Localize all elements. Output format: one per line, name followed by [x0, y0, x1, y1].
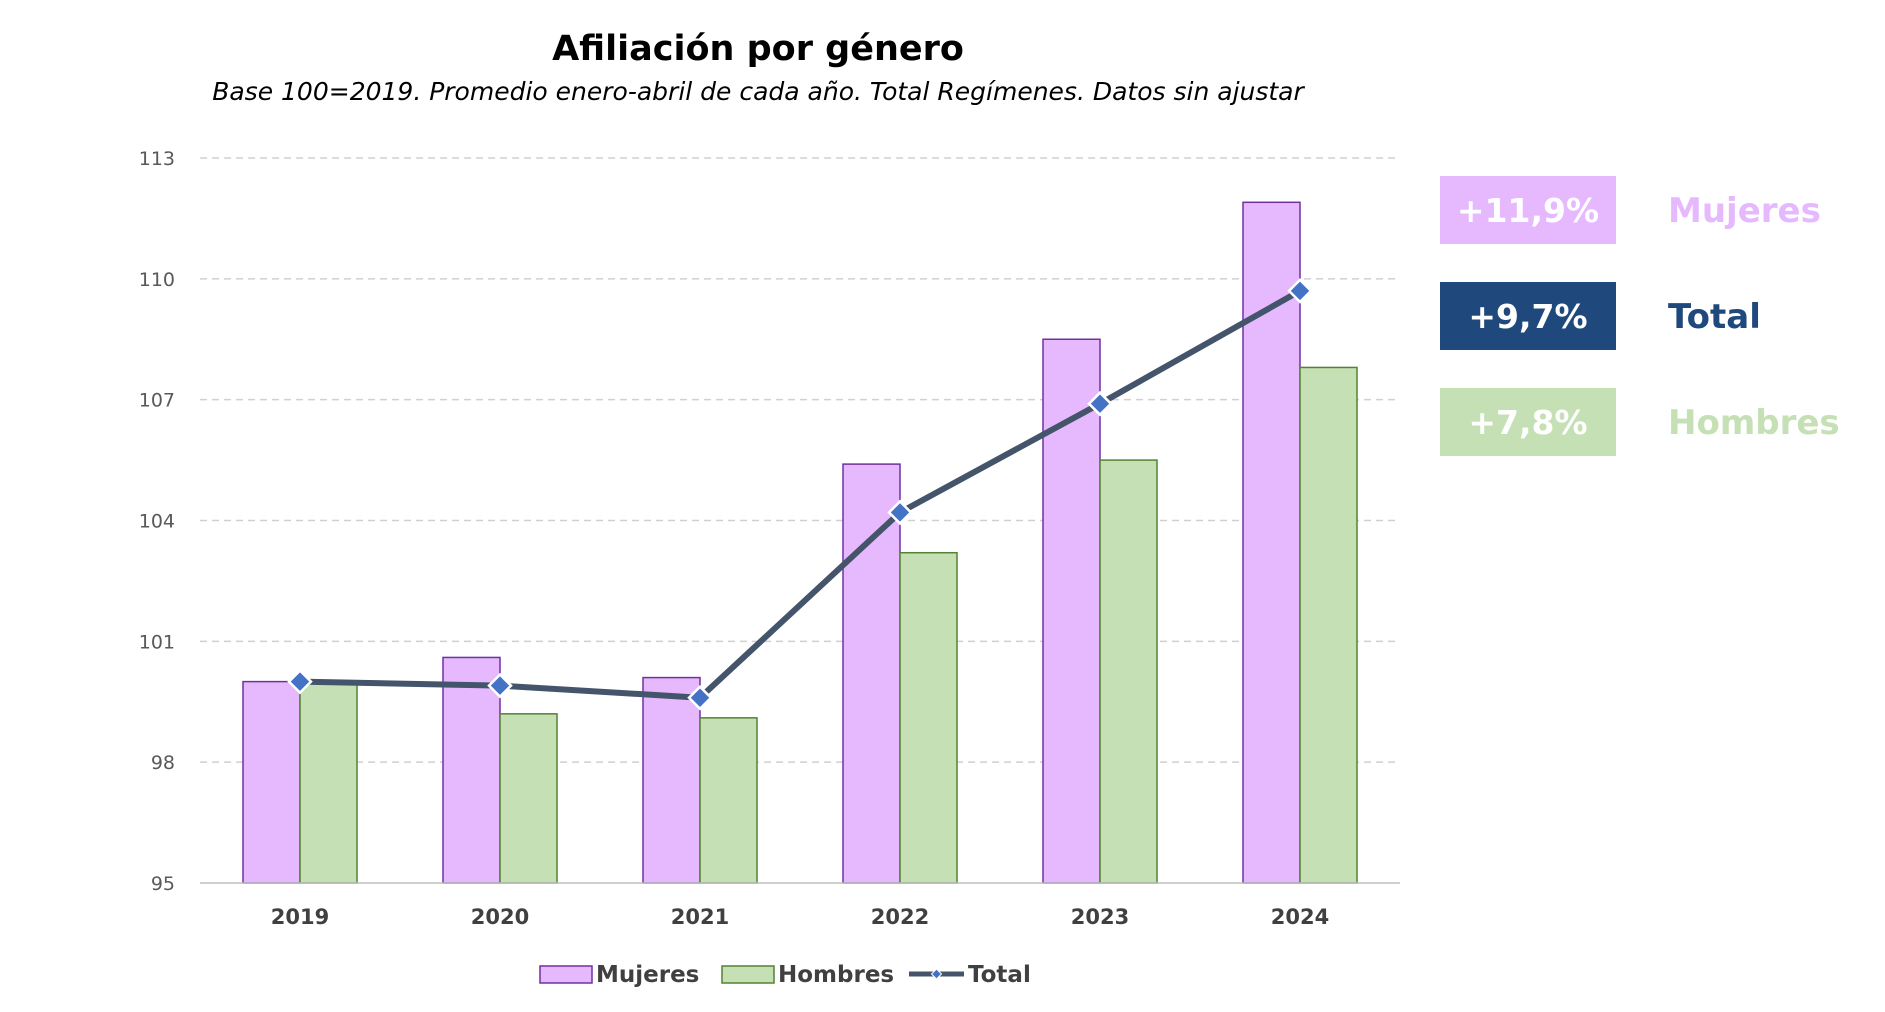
- legend-label-mujeres: Mujeres: [596, 962, 699, 988]
- bar-hombres-2020: [499, 713, 558, 884]
- summary-card-value: +9,7%: [1468, 297, 1587, 336]
- x-tick-label: 2022: [871, 905, 929, 929]
- x-tick-label: 2020: [471, 905, 529, 929]
- bar-hombres-2023: [1099, 459, 1158, 884]
- legend-swatch-mujeres: [539, 965, 593, 984]
- summary-card-box-total: [1440, 282, 1616, 350]
- summary-card-box-hombres: [1440, 388, 1616, 456]
- legend-swatch-hombres: [721, 965, 775, 984]
- total-point-2024: [1287, 278, 1313, 304]
- chart-title: Afiliación por género: [552, 29, 964, 69]
- total-line: [287, 278, 1313, 711]
- summary-card-label: Mujeres: [1668, 191, 1821, 231]
- y-tick-label: 95: [151, 873, 175, 895]
- y-tick-label: 101: [139, 631, 175, 653]
- bar-hombres-2022: [899, 551, 958, 884]
- y-axis: 95 98 101 104 107 110 113: [139, 148, 175, 895]
- bar-mujeres-2022: [842, 463, 901, 884]
- y-tick-label: 107: [139, 390, 175, 412]
- x-tick-label: 2023: [1071, 905, 1129, 929]
- x-tick-label: 2021: [671, 905, 729, 929]
- y-tick-label: 113: [139, 148, 175, 170]
- legend-label-total: Total: [968, 962, 1031, 988]
- bar-mujeres-2020: [442, 656, 501, 884]
- total-point-2023: [1087, 390, 1113, 417]
- chart-subtitle: Base 100=2019. Promedio enero-abril de c…: [212, 77, 1305, 106]
- x-tick-label: 2019: [271, 905, 329, 929]
- y-tick-label: 104: [139, 511, 175, 533]
- summary-card-box-mujeres: [1440, 176, 1616, 244]
- bars: [242, 201, 1358, 884]
- x-tick-label: 2024: [1271, 905, 1329, 929]
- bar-mujeres-2021: [642, 676, 701, 884]
- bar-mujeres-2019: [242, 680, 301, 884]
- summary-cards: +11,9% Mujeres +9,7% Total +7,8% Hombres: [1440, 176, 1840, 456]
- summary-card-value: +7,8%: [1468, 403, 1587, 442]
- bar-hombres-2019: [299, 680, 358, 884]
- total-point-2019: [287, 668, 313, 695]
- total-point-2022: [887, 499, 913, 526]
- legend: Mujeres Hombres Total: [539, 962, 1031, 988]
- bar-hombres-2021: [699, 717, 758, 884]
- total-point-2021: [687, 684, 713, 711]
- y-tick-label: 110: [139, 269, 175, 291]
- summary-card-label: Hombres: [1668, 403, 1840, 443]
- legend-label-hombres: Hombres: [778, 962, 894, 988]
- summary-card-value: +11,9%: [1457, 191, 1599, 230]
- bar-hombres-2024: [1299, 366, 1358, 884]
- legend-swatch-marker: [930, 968, 943, 980]
- total-point-2020: [487, 672, 513, 699]
- y-tick-label: 98: [151, 752, 175, 774]
- x-axis: 2019 2020 2021 2022 2023 2024: [271, 905, 1329, 929]
- summary-card-label: Total: [1668, 297, 1761, 337]
- series-line-total: [299, 288, 1302, 701]
- gridlines: [200, 157, 1400, 763]
